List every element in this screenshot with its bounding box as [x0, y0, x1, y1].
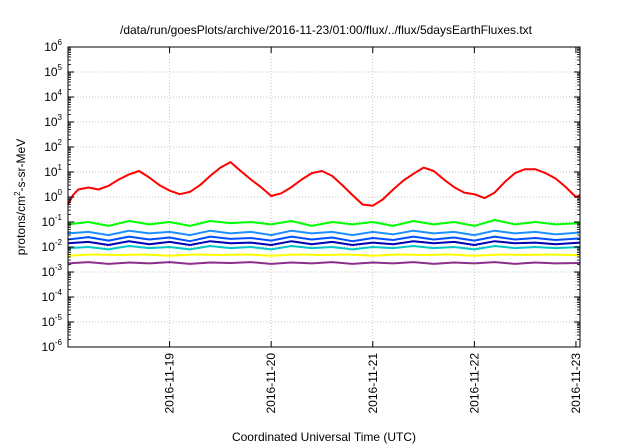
x-tick-label: 2016-11-22 [467, 353, 481, 414]
y-tick-label: 10-6 [42, 338, 63, 354]
grid-lines [68, 47, 580, 347]
x-tick-label: 2016-11-21 [366, 353, 380, 414]
x-tick-label: 2016-11-20 [264, 353, 278, 414]
y-tick-label: 10-4 [42, 288, 63, 304]
y-tick-label: 10-3 [42, 263, 63, 279]
x-tick-labels: 2016-11-19 2016-11-20 2016-11-21 2016-11-22… [163, 353, 583, 414]
series-line-7 [67, 253, 581, 257]
series-line-8 [67, 261, 581, 265]
data-series [67, 161, 581, 265]
series-line-2 [67, 219, 581, 227]
y-tick-label: 10-5 [42, 313, 63, 329]
y-tick-label: 105 [44, 63, 62, 79]
series-line-6 [67, 245, 581, 251]
series-line-5 [67, 240, 581, 246]
tick-marks [68, 46, 580, 348]
y-tick-label: 100 [44, 188, 62, 204]
x-axis-label: Coordinated Universal Time (UTC) [232, 430, 416, 444]
y-tick-label: 104 [44, 88, 62, 104]
x-tick-label: 2016-11-19 [163, 353, 177, 414]
x-tick-label: 2016-11-23 [569, 353, 583, 414]
y-tick-label: 106 [44, 38, 62, 54]
series-line-4 [67, 235, 581, 243]
y-tick-labels: 10-6 10-5 10-4 10-3 10-2 10-1 100 101 102 103 104 1… [42, 38, 63, 354]
y-tick-label: 10-1 [42, 213, 63, 229]
y-tick-label: 103 [44, 113, 62, 129]
series-line-3 [67, 229, 581, 237]
chart-title: /data/run/goesPlots/archive/2016-11-23/0… [120, 23, 533, 37]
y-tick-label: 101 [44, 163, 62, 179]
y-tick-label: 10-2 [42, 238, 63, 254]
series-line-1 [67, 161, 581, 207]
y-tick-label: 102 [44, 138, 62, 154]
y-axis-label: protons/cm2-s-sr-MeV [13, 139, 28, 255]
